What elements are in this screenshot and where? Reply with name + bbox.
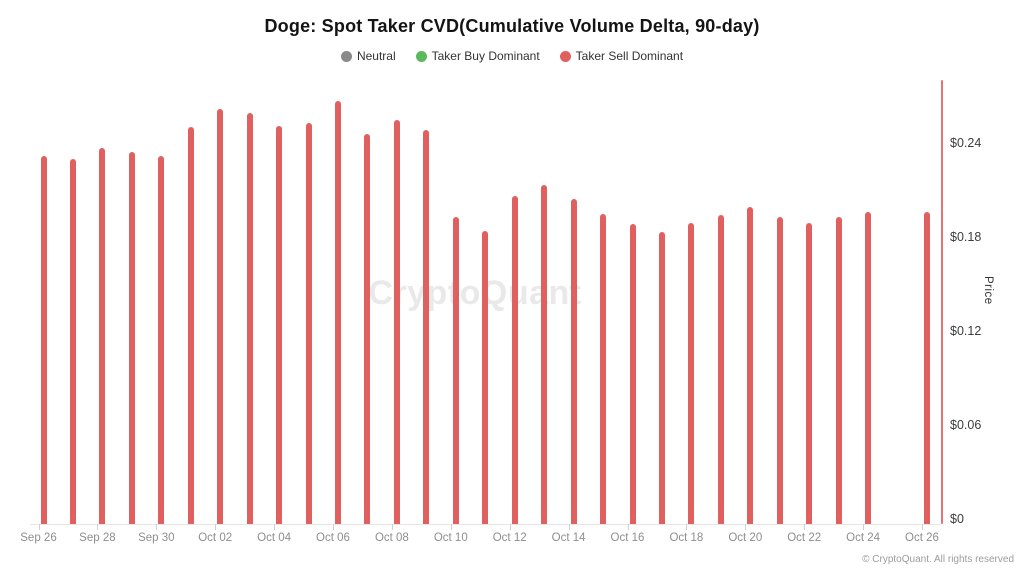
x-axis-label-oct-16: Oct 16 — [610, 532, 645, 544]
bar-oct-02[interactable] — [217, 108, 224, 524]
bar-oct-19[interactable] — [717, 215, 724, 524]
legend-label: Neutral — [356, 49, 396, 63]
y-axis-label-usd-0.24: $0.24 — [950, 136, 982, 150]
x-axis-tick — [568, 524, 570, 530]
bar-oct-06[interactable] — [335, 100, 341, 524]
x-axis-label-oct-26: Oct 26 — [905, 532, 939, 544]
x-axis-label-sep-28: Sep 28 — [79, 532, 116, 544]
x-axis-tick — [156, 524, 158, 530]
x-axis-tick — [922, 524, 923, 530]
taker-sell-dominant-dot-icon — [559, 50, 571, 62]
bar-oct-10[interactable] — [452, 216, 459, 524]
bar-oct-05[interactable] — [305, 122, 312, 524]
legend-item-taker-sell-dominant[interactable]: Taker Sell Dominant — [559, 49, 684, 63]
x-axis-tick — [215, 524, 217, 530]
x-axis-tick — [804, 524, 806, 530]
x-axis-label-oct-22: Oct 22 — [787, 532, 822, 544]
bar-oct-21[interactable] — [776, 216, 783, 524]
x-axis-tick — [391, 524, 393, 530]
bar-sep-26[interactable] — [40, 155, 47, 524]
bar-oct-04[interactable] — [276, 125, 283, 524]
legend-item-taker-buy-dominant[interactable]: Taker Buy Dominant — [415, 49, 540, 63]
x-axis-label-sep-26: Sep 26 — [20, 532, 57, 544]
y-axis-label-usd-0.12: $0.12 — [950, 324, 982, 338]
x-axis-label-oct-24: Oct 24 — [846, 532, 881, 544]
x-axis-label-oct-04: Oct 04 — [257, 532, 292, 544]
x-axis-label-oct-18: Oct 18 — [669, 532, 704, 544]
x-axis-tick — [745, 524, 747, 530]
chart-title: Doge: Spot Taker CVD(Cumulative Volume D… — [264, 16, 760, 36]
bar-oct-14[interactable] — [570, 199, 577, 524]
bar-oct-01[interactable] — [187, 127, 194, 524]
x-axis-tick — [274, 524, 276, 530]
x-axis-label-oct-12: Oct 12 — [492, 532, 527, 544]
bar-oct-26[interactable] — [924, 211, 930, 524]
bar-oct-09[interactable] — [423, 130, 430, 524]
x-axis-label-oct-10: Oct 10 — [433, 532, 468, 544]
legend-label: Taker Sell Dominant — [575, 49, 684, 63]
legend-label: Taker Buy Dominant — [431, 49, 540, 63]
bar-sep-30[interactable] — [158, 155, 165, 524]
bar-oct-22[interactable] — [806, 222, 813, 524]
x-axis-tick — [97, 524, 99, 530]
bar-oct-08[interactable] — [393, 119, 400, 524]
y-axis-title: Price — [982, 276, 994, 305]
neutral-dot-icon — [340, 50, 352, 62]
y-axis-label-usd-0.06: $0.06 — [950, 418, 982, 432]
x-axis-tick — [38, 524, 40, 530]
x-axis-tick — [686, 524, 688, 530]
copyright-notice: © CryptoQuant. All rights reserved — [862, 554, 1014, 565]
y-axis-label-usd-0.18: $0.18 — [950, 230, 982, 244]
y-axis-line — [941, 80, 943, 524]
bar-sep-28[interactable] — [99, 147, 106, 524]
bar-oct-24[interactable] — [865, 211, 872, 524]
watermark-logo: CryptoQuant — [368, 274, 582, 312]
bar-sep-27[interactable] — [69, 158, 76, 524]
x-axis-label-oct-08: Oct 08 — [374, 532, 409, 544]
x-axis-label-sep-30: Sep 30 — [138, 532, 175, 544]
bar-oct-15[interactable] — [600, 213, 607, 524]
bar-oct-11[interactable] — [482, 230, 489, 524]
x-axis-tick — [450, 524, 452, 530]
bar-oct-07[interactable] — [364, 133, 371, 524]
bar-oct-17[interactable] — [658, 232, 665, 524]
x-axis-tick — [333, 524, 334, 530]
x-axis-line — [30, 524, 941, 525]
taker-buy-dominant-dot-icon — [415, 50, 427, 62]
bar-oct-12[interactable] — [511, 196, 518, 524]
bar-oct-18[interactable] — [688, 222, 695, 524]
x-axis-label-oct-02: Oct 02 — [198, 532, 233, 544]
bar-oct-20[interactable] — [747, 207, 754, 524]
bar-sep-29[interactable] — [128, 152, 135, 524]
bar-oct-03[interactable] — [246, 113, 253, 524]
bar-oct-23[interactable] — [835, 216, 842, 524]
x-axis-tick — [863, 524, 865, 530]
bar-oct-13[interactable] — [541, 185, 548, 524]
legend: Neutral Taker Buy Dominant Taker Sell Domi… — [0, 49, 1024, 63]
x-axis-tick — [627, 524, 629, 530]
x-axis-label-oct-20: Oct 20 — [728, 532, 763, 544]
x-axis-label-oct-14: Oct 14 — [551, 532, 586, 544]
x-axis-label-oct-06: Oct 06 — [316, 532, 350, 544]
y-axis-label-usd-0: $0 — [950, 512, 964, 526]
legend-item-neutral[interactable]: Neutral — [340, 49, 396, 63]
x-axis-tick — [509, 524, 511, 530]
bar-oct-16[interactable] — [629, 224, 636, 524]
